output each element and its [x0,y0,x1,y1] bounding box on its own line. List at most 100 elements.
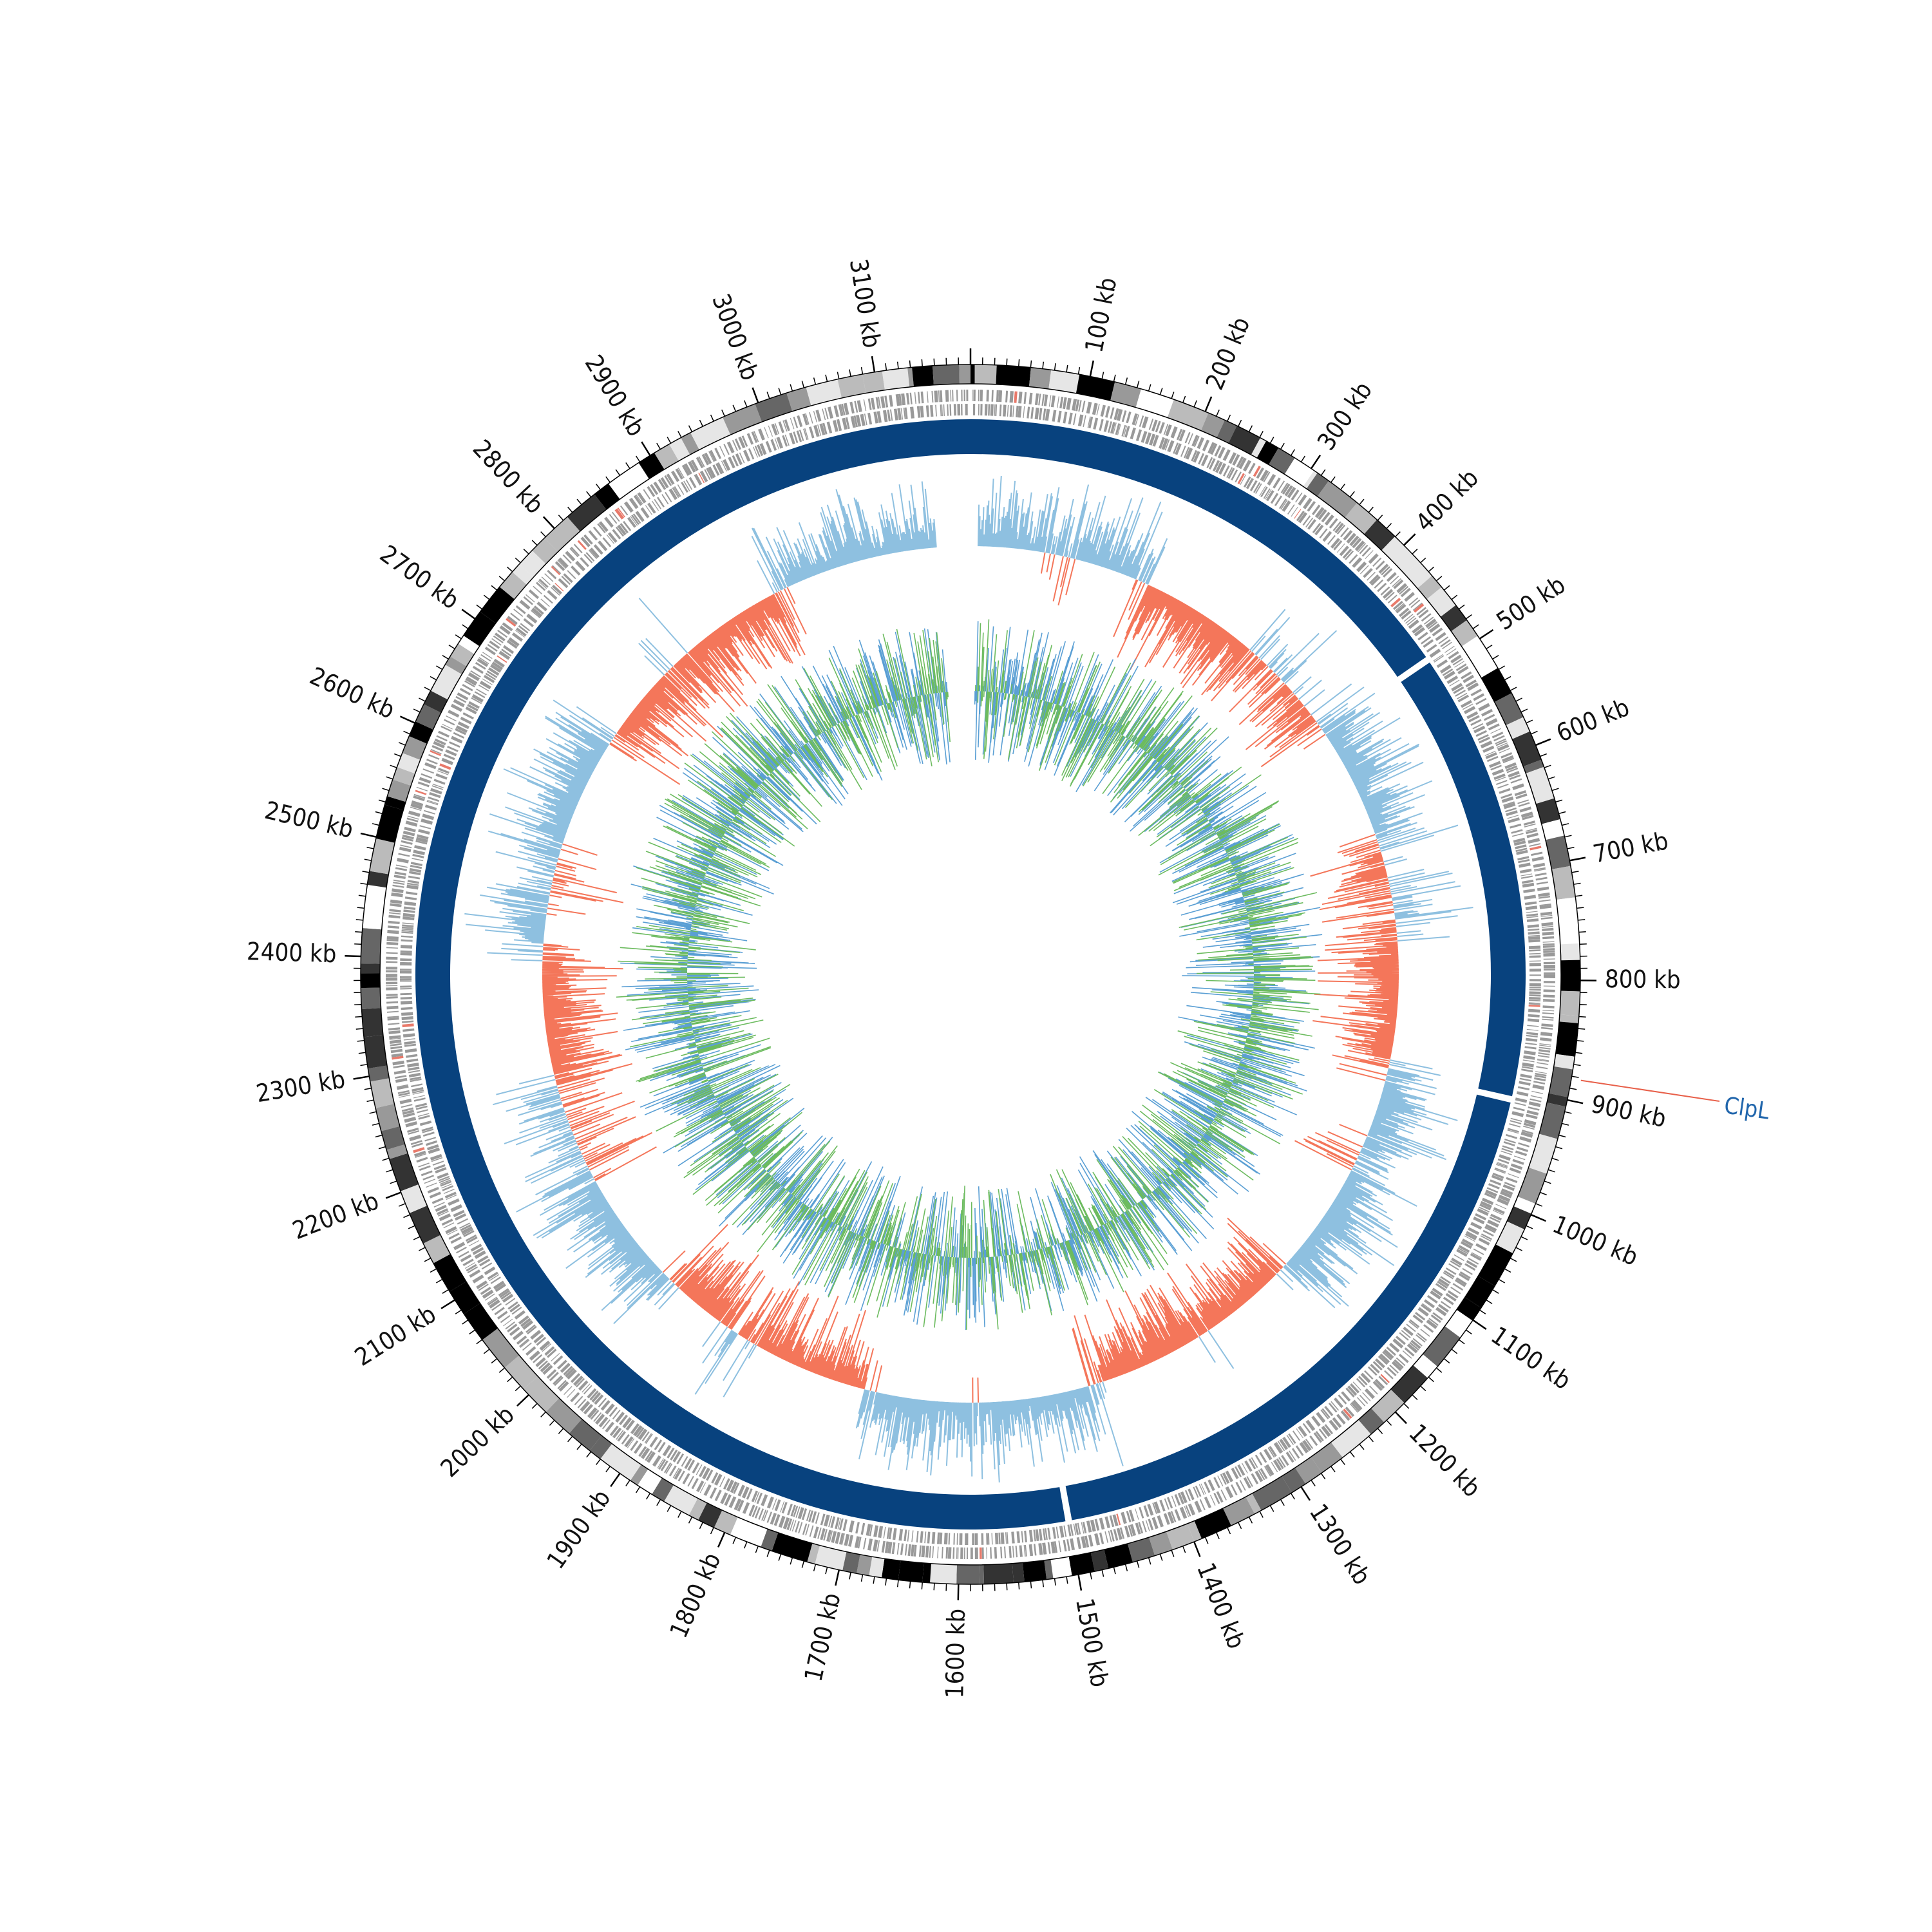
clpl-annotation: ClpL [1580,1079,1771,1125]
gene-feature [1223,465,1230,477]
major-tick [440,1299,455,1309]
gene-feature [961,390,963,402]
gene-feature [966,390,969,402]
karyotype-band [1012,1562,1025,1583]
minor-tick [462,1320,469,1325]
major-tick [1394,1411,1407,1425]
gene-feature [1520,1074,1532,1079]
gene-feature [588,549,598,560]
gene-feature [1198,1484,1205,1495]
gene-feature [929,1546,931,1558]
gene-feature [1490,1179,1502,1186]
gene-feature [1501,796,1514,803]
gene-feature [1455,663,1467,672]
gene-feature [770,439,777,451]
gene-feature [1305,517,1314,528]
minor-tick [1486,1299,1493,1305]
gene-feature [414,845,426,851]
gene-feature [1265,1464,1274,1476]
karyotype-band [1166,1524,1195,1550]
gene-feature [401,939,413,942]
minor-tick [567,1435,573,1443]
karyotype-band [1135,388,1158,413]
gene-feature [1537,1059,1549,1063]
gene-feature [495,632,506,641]
gene-feature [1508,771,1520,778]
gene-feature [751,431,758,443]
gene-feature [1475,697,1487,705]
gene-feature [1529,960,1541,962]
gene-feature [1522,1130,1534,1135]
gene-feature [609,1406,618,1417]
gene-feature [393,879,405,883]
gene-feature [1019,1545,1023,1557]
gene-feature [1349,554,1358,564]
gene-feature [1011,1531,1015,1544]
gene-feature [795,1506,800,1518]
gene-feature [673,487,680,498]
gene-feature [1528,939,1540,943]
gene-feature [617,507,625,518]
gene-feature [1189,1503,1196,1515]
gene-feature [486,670,498,678]
karyotype-band [1494,693,1524,726]
gene-feature [799,430,804,442]
gene-feature [1170,426,1178,439]
gene-feature [589,547,600,558]
gene-feature [417,1109,429,1113]
gene-feature [412,853,424,858]
gene-feature [1523,1055,1535,1060]
gene-feature [664,475,672,486]
karyotype-band [1256,440,1279,465]
gene-feature [711,1472,719,1484]
gene-feature [1517,799,1529,804]
gene-feature [471,697,482,705]
gene-feature [696,1481,705,1492]
gene-feature [798,1522,803,1534]
minor-tick [1420,557,1426,564]
minor-tick [1564,835,1572,838]
major-tick [360,832,377,838]
minor-tick [549,1419,555,1426]
position-label: 2400 kb [247,937,337,968]
gene-feature [1543,977,1555,979]
gene-feature [1440,639,1451,647]
gene-feature [793,417,799,428]
gene-feature [1517,856,1530,861]
gene-feature [435,1167,447,1174]
gene-feature [625,1419,635,1431]
gene-feature [462,1258,474,1267]
karyotype-band [1345,502,1378,535]
gene-feature [824,408,829,420]
gene-feature [1532,1084,1545,1090]
gene-feature [942,1546,943,1558]
gene-feature [1513,837,1526,844]
gene-feature [1256,467,1264,479]
gene-feature [1540,911,1553,916]
gene-feature [660,477,669,489]
gene-feature [457,1218,468,1225]
gene-feature [1235,1481,1243,1493]
gene-feature [1368,1385,1378,1395]
gene-feature [1370,1363,1380,1374]
gene-feature [470,670,481,677]
gene-feature [392,1056,404,1060]
gene-feature [1442,668,1454,676]
gene-feature [1340,527,1349,538]
gene-feature [1176,428,1183,440]
gene-feature [389,909,401,913]
gene-feature [1402,1350,1412,1359]
gene-feature [1453,686,1464,694]
gene-feature [1139,415,1144,428]
karyotype-band [1526,766,1555,804]
gene-feature [416,1157,428,1163]
gene-feature [1282,500,1291,512]
position-label: 2200 kb [289,1186,383,1245]
gene-feature [974,1533,978,1545]
gene-feature [813,424,820,437]
gene-feature [1542,931,1554,936]
gene-feature [1459,1271,1471,1279]
gene-feature [410,862,423,867]
karyotype-band [1331,1419,1371,1458]
gene-feature [1533,862,1546,868]
